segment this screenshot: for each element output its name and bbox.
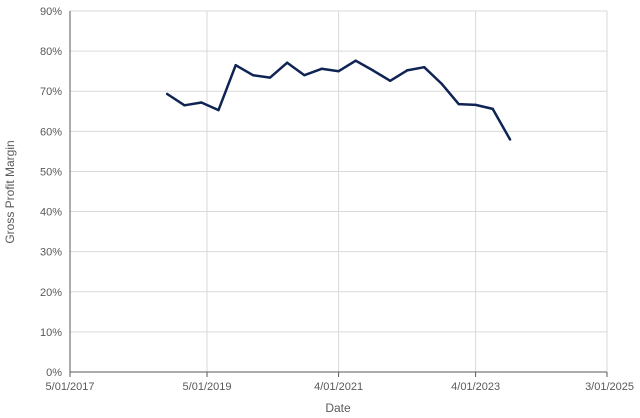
y-tick-label: 80% bbox=[40, 46, 62, 58]
data-point bbox=[166, 92, 169, 96]
data-point bbox=[251, 73, 255, 77]
y-tick-label: 40% bbox=[40, 207, 62, 219]
data-point bbox=[457, 102, 460, 106]
data-point bbox=[217, 108, 220, 112]
data-point bbox=[491, 107, 494, 111]
data-point bbox=[389, 79, 392, 82]
data-point bbox=[354, 59, 357, 62]
axes bbox=[69, 11, 608, 377]
x-tick-labels: 5/01/2017 5/01/2019 4/01/2021 4/01/2023 3/01… bbox=[46, 381, 634, 393]
data-point bbox=[234, 63, 237, 67]
data-point bbox=[371, 69, 375, 72]
data-point bbox=[200, 101, 203, 104]
x-tick-label: 4/01/2023 bbox=[451, 381, 500, 393]
data-point bbox=[337, 69, 340, 73]
y-tick-label: 50% bbox=[40, 166, 62, 178]
y-tick-label: 10% bbox=[40, 327, 62, 339]
data-point bbox=[285, 61, 289, 64]
data-point bbox=[183, 104, 186, 107]
grid-lines bbox=[70, 10, 608, 372]
data-point bbox=[508, 138, 512, 141]
x-tick-label: 3/01/2025 bbox=[585, 381, 634, 393]
data-point bbox=[440, 82, 443, 85]
y-tick-label: 70% bbox=[40, 86, 62, 98]
y-tick-label: 30% bbox=[40, 247, 62, 259]
y-tick-label: 60% bbox=[40, 126, 62, 138]
data-point bbox=[268, 76, 272, 79]
y-tick-labels: 0% 10% 20% 30% 40% 50% 60% 70% 80% 90% bbox=[40, 6, 62, 379]
x-axis-title: Date bbox=[325, 401, 351, 415]
data-point bbox=[422, 65, 426, 69]
data-point bbox=[320, 67, 323, 70]
y-tick-label: 0% bbox=[46, 367, 62, 379]
y-axis-title: Gross Profit Margin bbox=[3, 140, 17, 243]
data-point bbox=[474, 103, 477, 107]
x-tick-label: 4/01/2021 bbox=[314, 381, 363, 393]
x-tick-label: 5/01/2019 bbox=[183, 381, 232, 393]
data-point bbox=[405, 69, 409, 72]
y-tick-label: 90% bbox=[40, 6, 62, 18]
data-point bbox=[303, 73, 306, 77]
x-tick-label: 5/01/2017 bbox=[46, 381, 95, 393]
series-layer bbox=[165, 59, 512, 141]
y-tick-label: 20% bbox=[40, 287, 62, 299]
